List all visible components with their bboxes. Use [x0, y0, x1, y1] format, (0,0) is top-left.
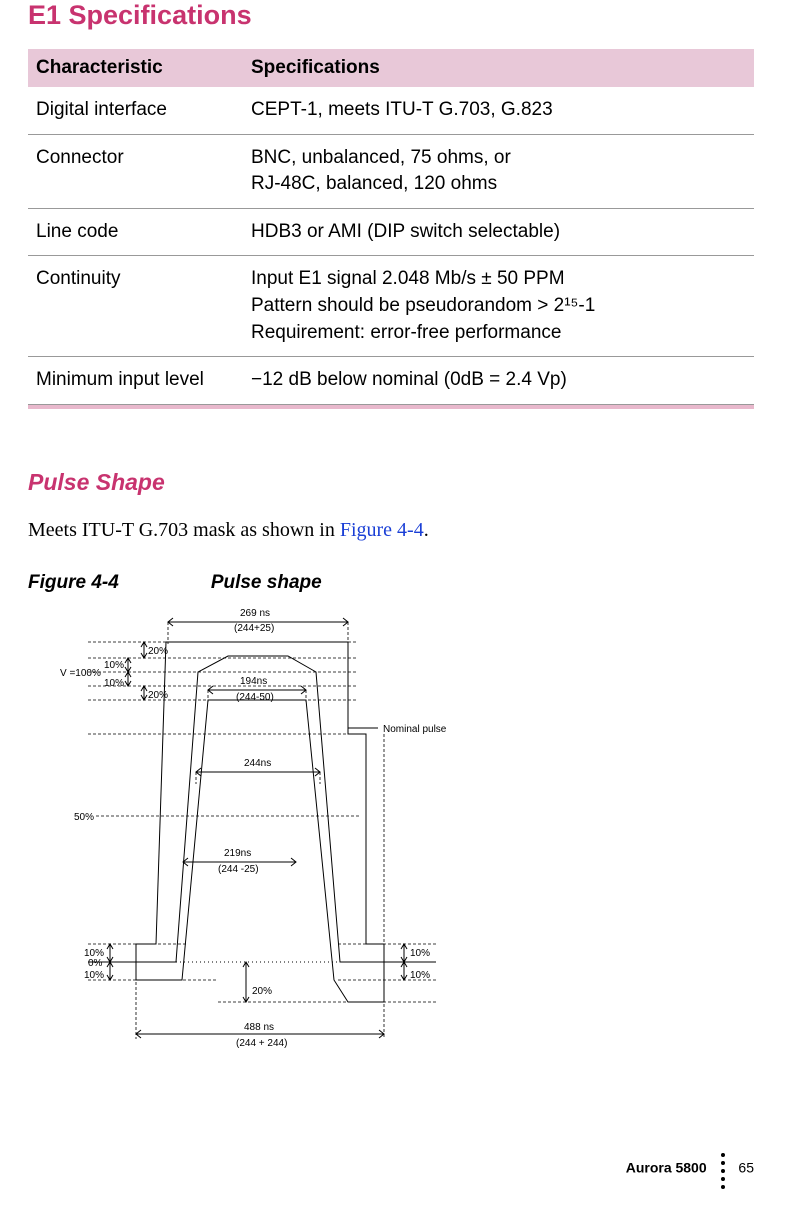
spec-table: Characteristic Specifications Digital in…: [28, 49, 754, 405]
label-488ns-b: (244 + 244): [236, 1038, 287, 1049]
label-0: 0%: [88, 958, 103, 969]
cell-specification: CEPT-1, meets ITU-T G.703, G.823: [243, 87, 754, 134]
cell-characteristic: Connector: [28, 134, 243, 208]
figure-caption: Figure 4-4 Pulse shape: [28, 572, 754, 594]
cell-characteristic: Line code: [28, 208, 243, 256]
cell-specification: Input E1 signal 2.048 Mb/s ± 50 PPM Patt…: [243, 256, 754, 357]
pulse-heading: Pulse Shape: [28, 469, 754, 496]
label-269ns: 269 ns: [240, 608, 270, 619]
table-row: ContinuityInput E1 signal 2.048 Mb/s ± 5…: [28, 256, 754, 357]
table-row: Minimum input level−12 dB below nominal …: [28, 357, 754, 405]
label-10b: 10%: [104, 678, 124, 689]
cell-specification: BNC, unbalanced, 75 ohms, or RJ-48C, bal…: [243, 134, 754, 208]
pulse-diagram: 269 ns (244+25) 20% 10% V =100% 10%: [48, 604, 478, 1084]
cell-characteristic: Minimum input level: [28, 357, 243, 405]
label-20c: 20%: [252, 986, 272, 997]
footer-page-number: 65: [738, 1160, 754, 1176]
label-244ns: 244ns: [244, 758, 271, 769]
label-219ns: 219ns: [224, 848, 251, 859]
label-nominal: Nominal pulse: [383, 724, 447, 735]
footer-product: Aurora 5800: [626, 1160, 707, 1176]
pulse-body: Meets ITU-T G.703 mask as shown in Figur…: [28, 516, 754, 544]
cell-characteristic: Digital interface: [28, 87, 243, 134]
label-20b: 20%: [148, 690, 168, 701]
label-v100: V =100%: [60, 668, 101, 679]
table-end-rule: [28, 405, 754, 409]
cell-specification: −12 dB below nominal (0dB = 2.4 Vp): [243, 357, 754, 405]
th-characteristic: Characteristic: [28, 49, 243, 87]
label-10f: 10%: [410, 970, 430, 981]
label-219ns-b: (244 -25): [218, 864, 259, 875]
pulse-body-pre: Meets ITU-T G.703 mask as shown in: [28, 519, 340, 541]
table-row: ConnectorBNC, unbalanced, 75 ohms, or RJ…: [28, 134, 754, 208]
table-row: Digital interfaceCEPT-1, meets ITU-T G.7…: [28, 87, 754, 134]
th-specifications: Specifications: [243, 49, 754, 87]
figure-number: Figure 4-4: [28, 572, 119, 593]
label-488ns: 488 ns: [244, 1022, 274, 1033]
label-269ns-b: (244+25): [234, 623, 274, 634]
page-footer: Aurora 5800 65: [626, 1147, 754, 1191]
footer-dots-icon: [721, 1149, 725, 1193]
label-50: 50%: [74, 812, 94, 823]
table-row: Line codeHDB3 or AMI (DIP switch selecta…: [28, 208, 754, 256]
label-194ns-b: (244-50): [236, 692, 274, 703]
figure-link[interactable]: Figure 4-4: [340, 519, 424, 541]
label-10e: 10%: [410, 948, 430, 959]
label-10a: 10%: [104, 660, 124, 671]
pulse-body-post: .: [424, 519, 429, 541]
label-194ns: 194ns: [240, 676, 267, 687]
figure-title: Pulse shape: [211, 572, 322, 593]
label-10d: 10%: [84, 970, 104, 981]
cell-specification: HDB3 or AMI (DIP switch selectable): [243, 208, 754, 256]
page-title: E1 Specifications: [28, 0, 754, 31]
cell-characteristic: Continuity: [28, 256, 243, 357]
